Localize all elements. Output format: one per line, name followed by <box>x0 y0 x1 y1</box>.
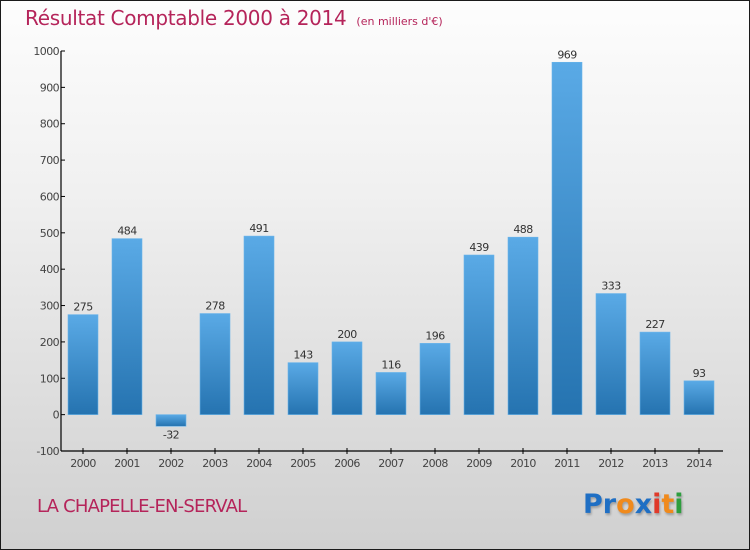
bar-2003 <box>199 313 231 415</box>
logo-letter: i <box>652 489 662 520</box>
y-tick-label: -100 <box>36 445 59 458</box>
x-tick-label: 2001 <box>114 457 140 470</box>
bar-2014 <box>683 380 715 415</box>
x-tick-label: 2007 <box>378 457 404 470</box>
city-name: LA CHAPELLE-EN-SERVAL <box>37 496 247 517</box>
data-label-2014: 93 <box>693 367 706 380</box>
y-tick-label: 1000 <box>33 45 59 58</box>
y-tick-label: 200 <box>40 336 60 349</box>
y-tick-label: 300 <box>40 300 60 313</box>
data-label-2009: 439 <box>469 241 489 254</box>
data-label-2007: 116 <box>381 358 401 371</box>
bar-2008 <box>419 343 451 415</box>
data-label-2000: 275 <box>73 301 93 314</box>
bar-2011 <box>551 61 583 415</box>
bar-2009 <box>463 254 495 415</box>
x-tick-label: 2011 <box>554 457 580 470</box>
y-tick-label: 700 <box>40 154 60 167</box>
y-tick-label: 0 <box>53 409 60 422</box>
bar-2001 <box>111 238 143 415</box>
x-axis: 2000 2001 2002 2003 2004 2005 2006 2007 2008 2009… <box>61 448 723 470</box>
bar-2007 <box>375 372 407 415</box>
y-tick-label: 500 <box>40 227 60 240</box>
x-tick-label: 2006 <box>334 457 360 470</box>
bar-2002 <box>155 414 187 427</box>
chart-title-text: Résultat Comptable 2000 à 2014 <box>25 6 347 30</box>
data-label-2005: 143 <box>293 349 313 362</box>
data-label-2008: 196 <box>425 329 445 342</box>
x-tick-label: 2010 <box>510 457 536 470</box>
x-tick-label: 2004 <box>246 457 272 470</box>
x-tick-label: 2003 <box>202 457 228 470</box>
logo-letter: P <box>583 489 603 520</box>
logo-letter: r <box>602 489 617 520</box>
data-label-2012: 333 <box>601 280 621 293</box>
data-label-2002: -32 <box>163 428 179 441</box>
data-label-2004: 491 <box>249 222 268 235</box>
proxiti-logo[interactable]: Proxiti <box>583 489 684 520</box>
logo-letter: o <box>616 489 635 520</box>
y-tick-label: 100 <box>40 372 60 385</box>
bar-2000 <box>67 314 99 415</box>
data-label-2010: 488 <box>513 223 533 236</box>
bars <box>67 61 715 427</box>
y-tick-label: 800 <box>40 118 60 131</box>
bar-2006 <box>331 341 363 415</box>
y-tick-label: 400 <box>40 263 60 276</box>
x-tick-label: 2012 <box>598 457 624 470</box>
x-tick-label: 2002 <box>158 457 184 470</box>
data-labels: 275 484 -32 278 491 143 200 116 196 439 488 969 333 2… <box>73 48 706 441</box>
y-axis: -100 0 100 200 300 400 500 600 700 800 900 1000 <box>33 45 65 458</box>
data-label-2003: 278 <box>205 300 225 313</box>
bar-2004 <box>243 235 275 415</box>
chart-unit: (en milliers d'€) <box>356 15 443 28</box>
logo-letter: t <box>661 489 675 520</box>
bar-2005 <box>287 362 319 415</box>
x-tick-label: 2013 <box>642 457 668 470</box>
data-label-2006: 200 <box>337 328 357 341</box>
x-tick-label: 2009 <box>466 457 492 470</box>
data-label-2013: 227 <box>645 318 665 331</box>
bar-2012 <box>595 293 627 415</box>
logo-letter: i <box>674 489 684 520</box>
data-label-2001: 484 <box>117 225 137 238</box>
data-label-2011: 969 <box>557 48 577 61</box>
x-tick-label: 2000 <box>70 457 96 470</box>
x-tick-label: 2014 <box>686 457 712 470</box>
bar-2013 <box>639 331 671 415</box>
logo-letter: x <box>634 489 653 520</box>
x-tick-label: 2005 <box>290 457 316 470</box>
bar-2010 <box>507 236 539 415</box>
y-tick-label: 600 <box>40 190 60 203</box>
x-tick-label: 2008 <box>422 457 448 470</box>
chart-title: Résultat Comptable 2000 à 2014 (en millie… <box>25 6 443 30</box>
y-tick-label: 900 <box>40 81 60 94</box>
